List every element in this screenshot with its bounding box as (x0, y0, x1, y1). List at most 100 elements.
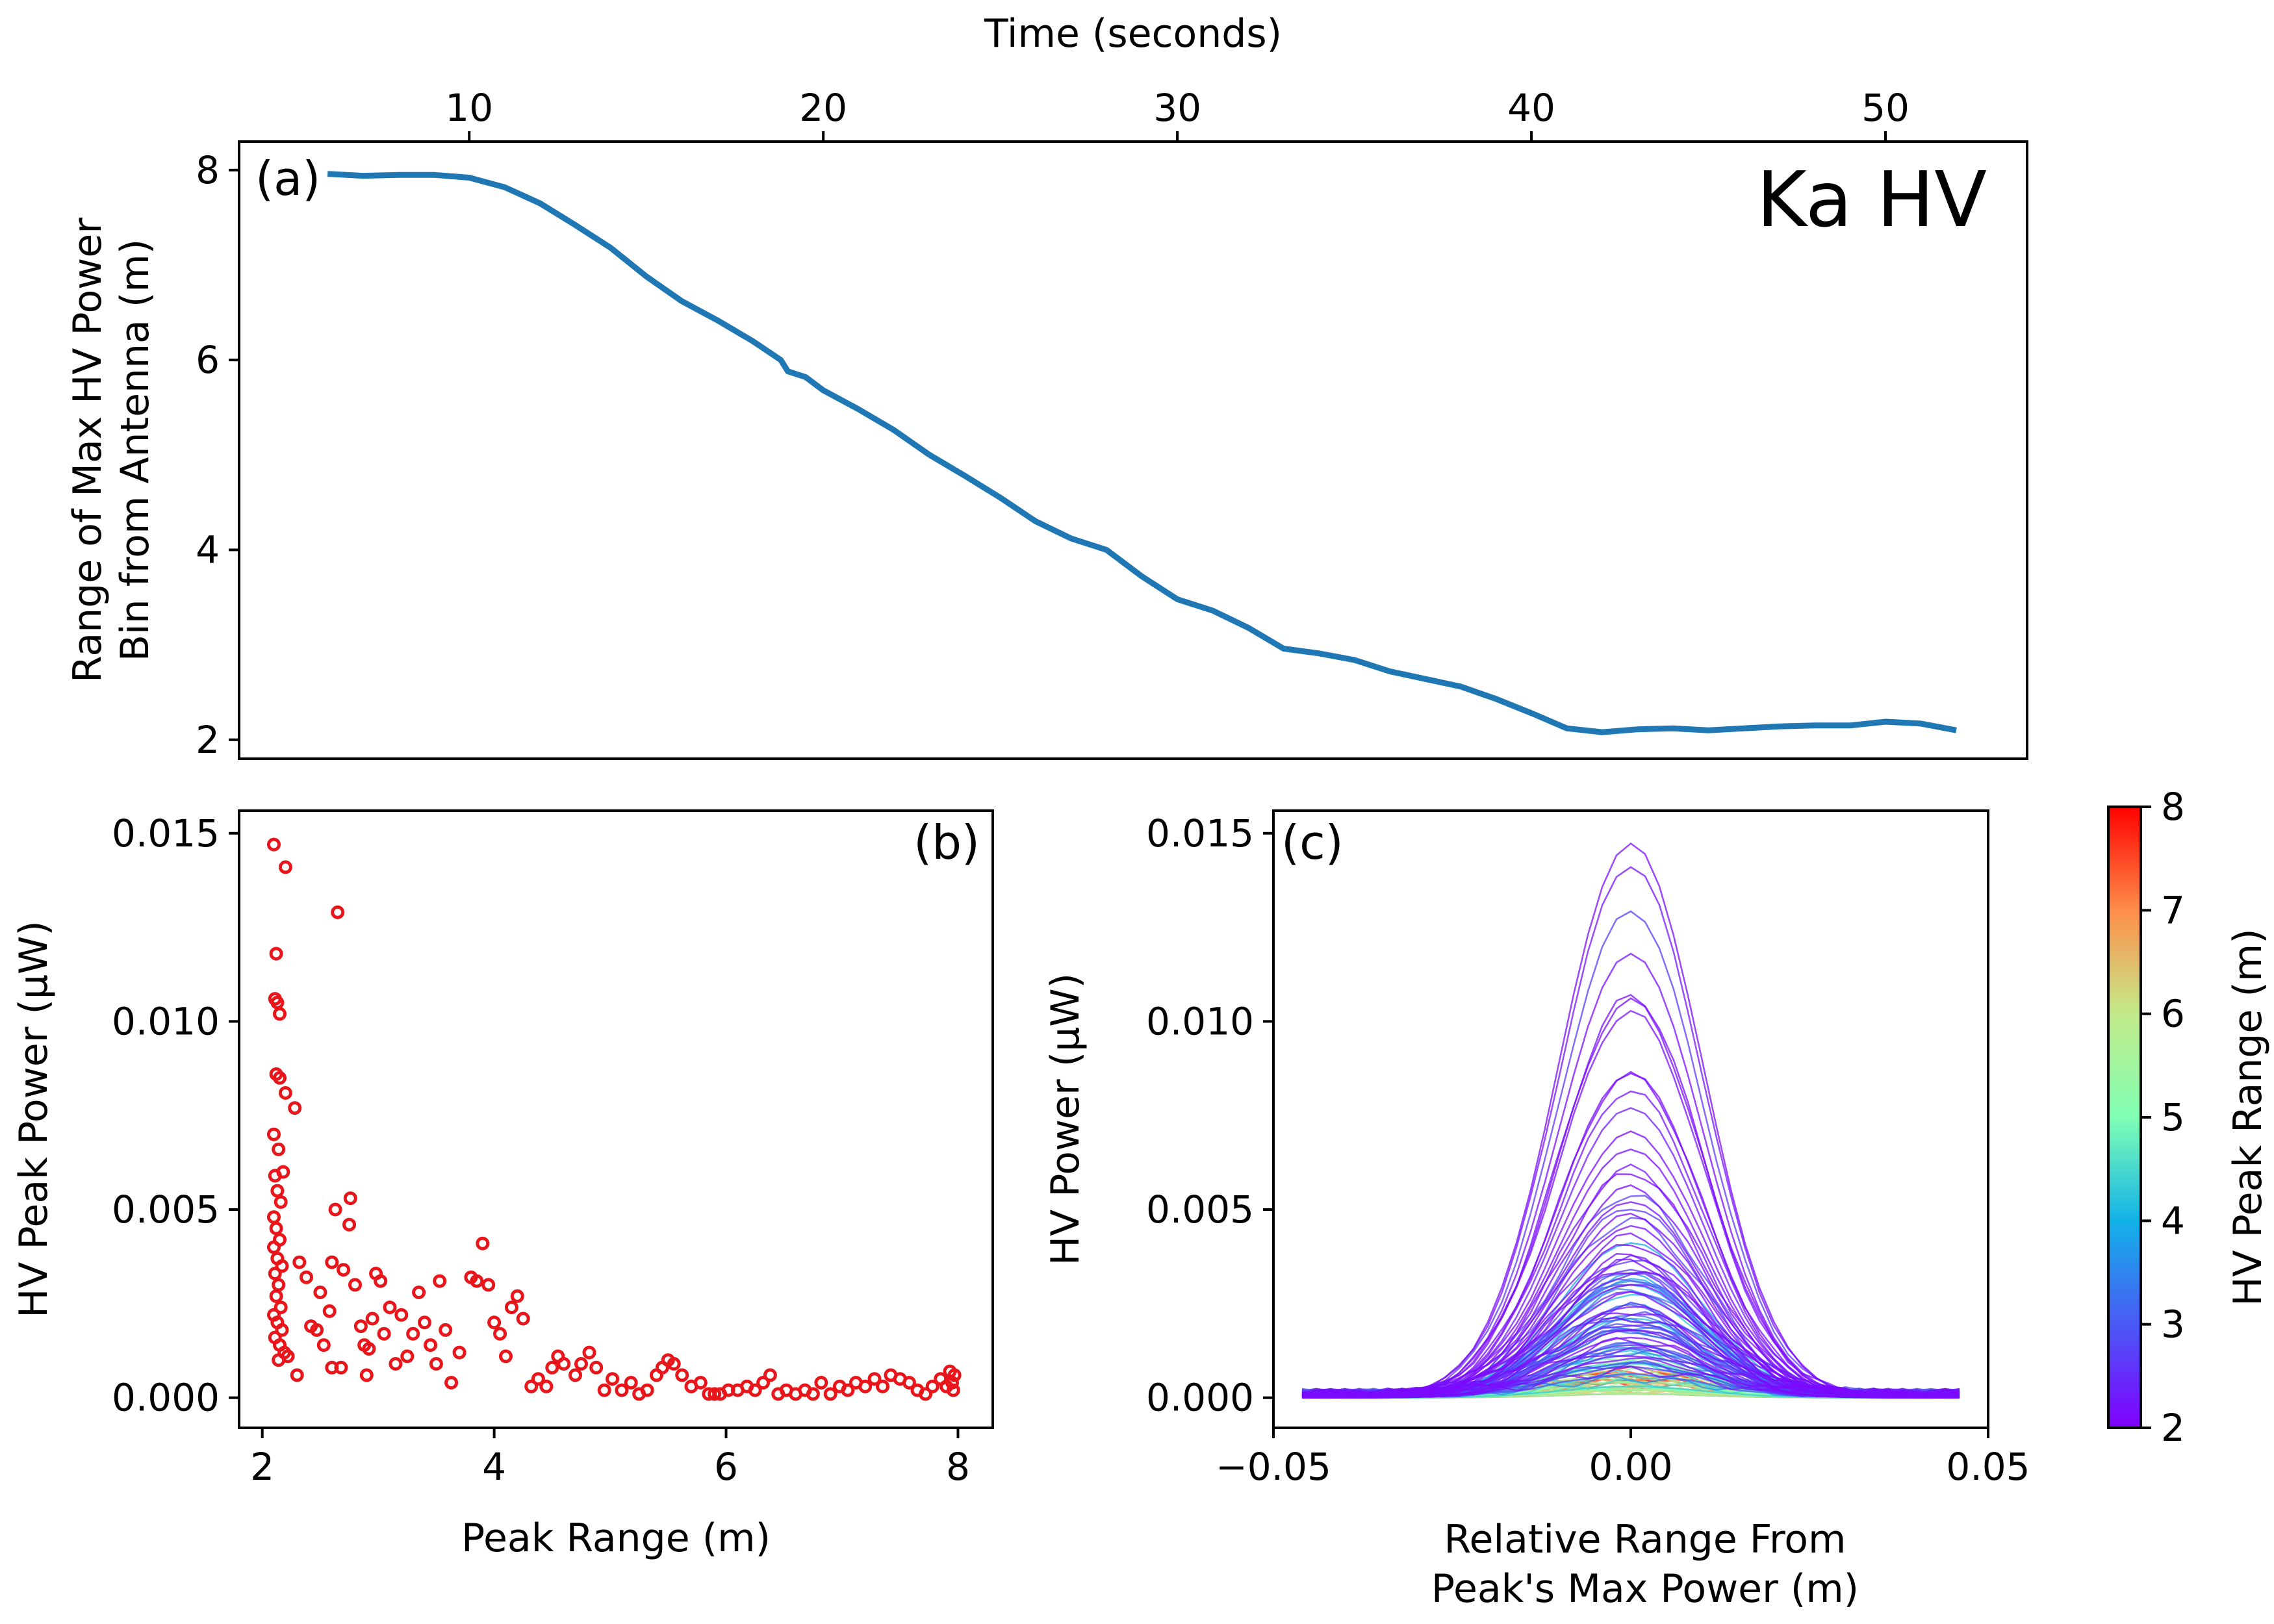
panel-b-scatter-point (313, 1286, 327, 1299)
panel-b-scatter-point (406, 1326, 420, 1341)
panel-b-scatter-point (278, 860, 292, 874)
panel-b-y-axis-label: HV Peak Power (μW) (11, 920, 57, 1318)
panel-b-scatter-point (504, 1300, 518, 1315)
panel-b-scatter-point (269, 1221, 283, 1236)
panel-b-y-tick-label: 0.015 (112, 811, 220, 856)
panel-a-x-tick-label: 20 (799, 86, 847, 130)
panel-b-scatter-point (337, 1263, 351, 1277)
panel-b-scatter-point (806, 1387, 820, 1401)
panel-b-scatter-point (919, 1387, 932, 1401)
panel-c-y-tick-label: 0.000 (1146, 1376, 1254, 1420)
panel-c-x-axis-label-line1: Relative Range From (1444, 1517, 1846, 1562)
panel-c-line-chart: −0.05 0.00 0.05 0.000 0.005 0.010 0.015 Relat… (1043, 809, 2030, 1612)
panel-a-y-axis-label-line1: Range of Max HV Power (65, 218, 110, 683)
panel-a-x-tick-label: 30 (1153, 86, 1201, 130)
panel-b-scatter-point (624, 1376, 638, 1389)
panel-b-y-tick-label: 0.000 (112, 1376, 220, 1420)
panel-b-scatter-point (316, 1338, 331, 1352)
panel-b-scatter-point (708, 1387, 722, 1401)
panel-c-x-tick-label: 0.00 (1589, 1445, 1672, 1489)
panel-b-scatter-point (531, 1372, 545, 1386)
panel-b-scatter-point (487, 1315, 502, 1330)
panel-b-scatter-point (267, 1210, 281, 1224)
panel-c-y-tick-label: 0.010 (1146, 999, 1254, 1043)
panel-c-profile-line (1301, 1090, 1960, 1399)
panel-b-scatter-point (667, 1357, 681, 1371)
panel-a-y-tick-label: 6 (196, 338, 220, 382)
panel-b-scatter-point (424, 1338, 437, 1352)
panel-b-scatter-point (947, 1368, 962, 1382)
panel-b-scatter-point (394, 1308, 409, 1322)
colorbar-tick-label: 4 (2161, 1199, 2185, 1243)
colorbar-gradient (2107, 806, 2142, 1429)
panel-a-series-line (327, 171, 1957, 735)
panel-b-scatter-point (615, 1383, 629, 1397)
panel-c-x-axis-label-line2: Peak's Max Power (m) (1431, 1566, 1859, 1612)
panel-b-scatter-point (557, 1357, 571, 1371)
panel-b-scatter-point (334, 1360, 348, 1375)
panel-b-scatter-point (493, 1326, 507, 1341)
panel-b-scatter-point (270, 1184, 285, 1198)
panel-c-profile-line (1301, 1312, 1960, 1399)
panel-b-scatter-point (310, 1323, 324, 1337)
panel-c-x-ticks: −0.05 0.00 0.05 (1216, 1428, 2030, 1489)
panel-c-profile-line (1301, 1009, 1960, 1399)
colorbar-tick-label: 7 (2161, 888, 2185, 932)
panel-b-scatter-point (470, 1274, 484, 1288)
panel-b-scatter-point (374, 1274, 388, 1288)
panel-b-scatter-point (281, 1349, 295, 1364)
panel-b-scatter-point (418, 1315, 431, 1330)
colorbar-tick-label: 2 (2161, 1406, 2185, 1450)
panel-c-label: (c) (1281, 815, 1344, 870)
panel-b-scatter-point (275, 1259, 289, 1273)
panel-a-y-ticks: 2 4 6 8 (196, 148, 239, 762)
panel-b-scatter-point (342, 1217, 356, 1232)
panel-b-scatter-point (325, 1255, 339, 1269)
panel-b-scatter-point (858, 1379, 873, 1393)
panel-b-scatter-point (292, 1255, 307, 1269)
panel-b-scatter-point (269, 946, 283, 961)
panel-b-scatter-chart: 2 4 6 8 0.000 0.005 0.010 0.015 Peak Range (m)… (11, 809, 994, 1561)
panel-b-scatter-point (539, 1379, 554, 1393)
panel-b-scatter-point (589, 1360, 604, 1375)
panel-b-scatter-point (267, 1240, 281, 1254)
panel-b-x-tick-label: 6 (714, 1445, 738, 1489)
panel-b-scatter-point (481, 1278, 496, 1292)
panel-b-x-axis-label: Peak Range (m) (461, 1516, 771, 1561)
panel-b-scatter-point (353, 1319, 368, 1334)
panel-b-scatter-point (362, 1341, 376, 1356)
panel-b-scatter-point (763, 1368, 777, 1382)
panel-b-scatter-point (574, 1357, 588, 1371)
panel-b-scatter-point (274, 1300, 288, 1315)
panel-b-scatter-point (902, 1376, 916, 1389)
panel-b-scatter-point (274, 1195, 288, 1209)
panel-b-frame (238, 809, 994, 1429)
panel-b-scatter-point (331, 905, 345, 919)
figure-annotation: Ka HV (1756, 155, 1987, 244)
panel-b-scatter-point (272, 1142, 286, 1156)
panel-b-scatter-point (273, 1007, 287, 1021)
panel-b-scatter-point (516, 1312, 530, 1326)
panel-b-scatter-point (524, 1379, 539, 1393)
colorbar-ticks: 2 3 4 5 6 7 8 (2141, 785, 2185, 1450)
panel-b-scatter-point (945, 1376, 959, 1389)
panel-b-scatter-point (300, 1270, 313, 1284)
panel-b-scatter-point (582, 1345, 596, 1360)
colorbar-tick-label: 8 (2161, 785, 2185, 829)
panel-c-y-ticks: 0.000 0.005 0.010 0.015 (1146, 811, 1273, 1420)
panel-b-y-tick-label: 0.005 (112, 1187, 220, 1232)
panel-a-y-tick-label: 2 (196, 718, 220, 762)
panel-b-x-ticks: 2 4 6 8 (250, 1428, 970, 1489)
panel-c-plot-area (1301, 842, 1960, 1399)
panel-c-profile-line (1301, 866, 1960, 1399)
panel-b-scatter-point (748, 1383, 762, 1397)
panel-c-y-tick-label: 0.015 (1146, 811, 1254, 856)
panel-b-scatter-point (606, 1372, 620, 1386)
panel-b-scatter-point (348, 1278, 362, 1292)
panel-b-scatter-point (377, 1326, 391, 1341)
panel-a-y-tick-label: 4 (196, 527, 220, 572)
panel-b-scatter-point (499, 1349, 513, 1364)
panel-b-x-tick-label: 2 (250, 1445, 274, 1489)
panel-b-y-ticks: 0.000 0.005 0.010 0.015 (112, 811, 239, 1420)
panel-a-label: (a) (255, 151, 320, 206)
